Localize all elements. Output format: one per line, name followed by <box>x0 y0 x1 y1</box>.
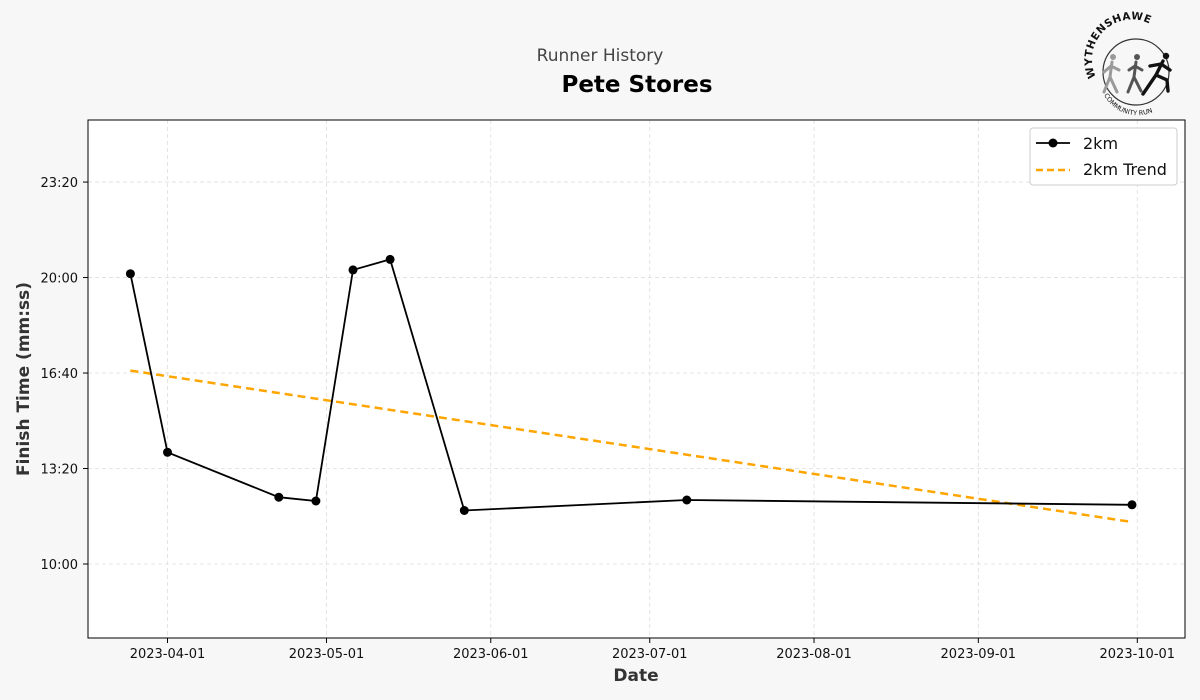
runner-icon-mid <box>1126 54 1144 94</box>
data-point <box>274 492 284 502</box>
chart-subtitle: Runner History <box>536 46 664 66</box>
wythenshawe-logo: WYTHENSHAWE COMMUNITY RUN <box>1083 10 1172 117</box>
y-tick-label: 16:40 <box>41 367 78 382</box>
y-tick-label: 13:20 <box>41 463 78 478</box>
grid <box>88 120 1185 638</box>
runner-icon-light <box>1102 54 1121 94</box>
x-tick-label: 2023-05-01 <box>289 647 365 662</box>
data-point <box>1127 500 1137 510</box>
y-tick-label: 10:00 <box>41 558 78 573</box>
chart-title: Pete Stores <box>561 72 713 98</box>
legend: 2km 2km Trend <box>1029 127 1178 186</box>
legend-label-trend: 2km Trend <box>1083 160 1167 179</box>
y-tick-label: 23:20 <box>41 176 78 191</box>
x-tick-label: 2023-04-01 <box>130 647 206 662</box>
plot-frame <box>87 119 1186 639</box>
x-axis-label: Date <box>613 666 658 686</box>
runner-icon-dark <box>1141 52 1172 96</box>
x-tick-label: 2023-07-01 <box>612 647 688 662</box>
legend-marker-2km <box>1048 138 1058 148</box>
x-tick-label: 2023-09-01 <box>941 647 1017 662</box>
x-tick-label: 2023-08-01 <box>776 647 852 662</box>
data-point <box>348 265 358 275</box>
x-tick-label: 2023-10-01 <box>1100 647 1176 662</box>
y-axis-label: Finish Time (mm:ss) <box>14 282 34 476</box>
y-tick-label: 20:00 <box>41 272 78 287</box>
data-point <box>459 506 469 515</box>
data-point <box>311 496 321 506</box>
axis-ticks: 2023-04-01 2023-05-01 2023-06-01 2023-07-01… <box>41 176 1176 662</box>
data-point <box>682 495 692 505</box>
data-point <box>125 269 135 279</box>
data-point <box>163 447 172 457</box>
x-tick-label: 2023-06-01 <box>453 647 529 662</box>
plot-area <box>88 120 1185 638</box>
series-layer <box>125 254 1137 524</box>
data-point <box>385 254 395 264</box>
legend-label-2km: 2km <box>1083 134 1118 153</box>
